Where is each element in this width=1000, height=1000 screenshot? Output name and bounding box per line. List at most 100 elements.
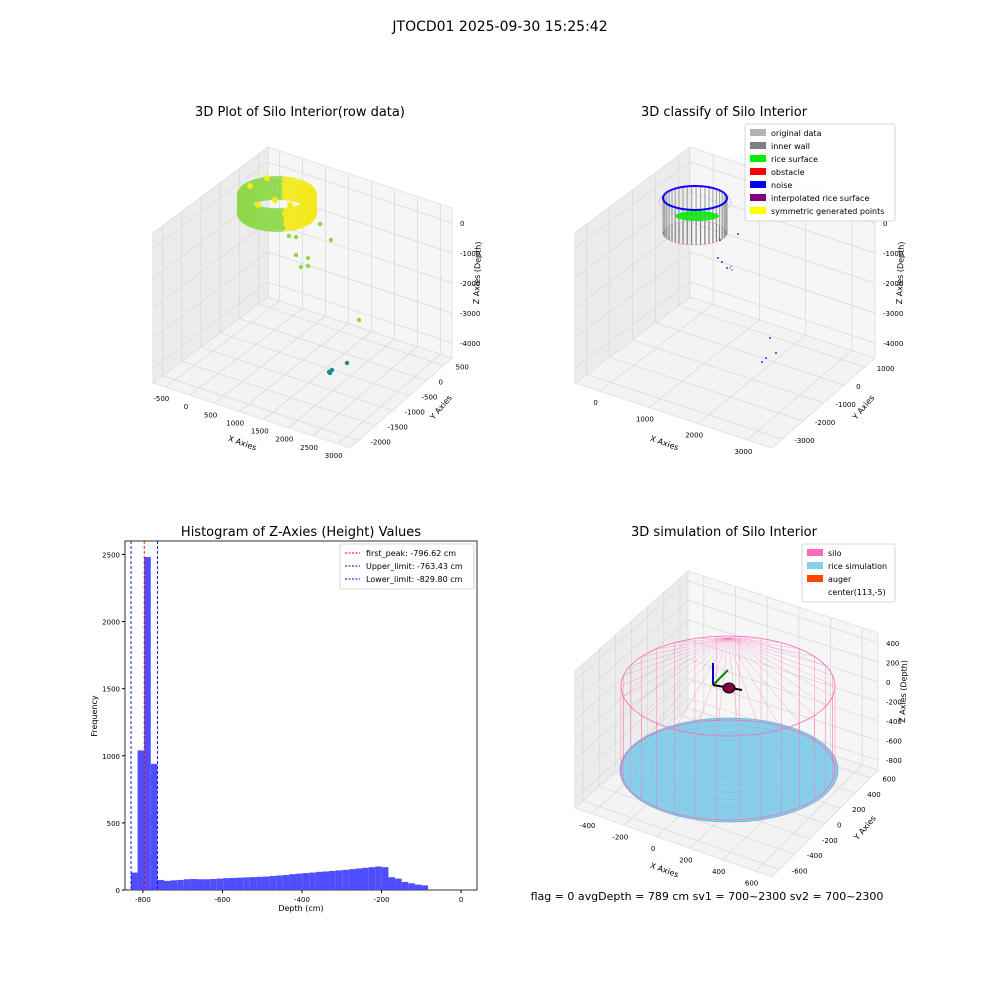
x-tick-label: 0 xyxy=(459,896,463,904)
legend-swatch xyxy=(807,549,823,556)
z-gridline xyxy=(574,580,879,682)
raw-point xyxy=(293,234,299,240)
raw-point xyxy=(287,202,293,208)
silo-simulation xyxy=(619,635,839,823)
legend-swatch xyxy=(750,168,766,175)
original-data-point xyxy=(729,267,731,269)
z-tick-label: 0 xyxy=(883,220,887,228)
y-tick-label: -2000 xyxy=(371,439,391,447)
histogram-bar xyxy=(368,867,376,890)
z-tick-label: -600 xyxy=(886,738,902,746)
x-tick-label: 400 xyxy=(712,868,725,876)
z-tick-label: 0 xyxy=(460,220,464,228)
x-tick-label: 0 xyxy=(184,403,188,411)
histogram-bar xyxy=(210,878,217,890)
legend-box xyxy=(744,123,896,222)
legend-swatch xyxy=(750,129,766,136)
legend-entry-label: inner wall xyxy=(771,142,810,151)
silo-roof-line xyxy=(727,637,782,730)
raw-point xyxy=(282,211,288,217)
histogram-bar xyxy=(315,871,323,890)
silo-roof-line xyxy=(623,637,729,676)
y-gridline xyxy=(632,339,824,404)
y-tick-label: -3000 xyxy=(794,437,814,445)
silo-roof-line xyxy=(694,637,729,734)
silo-top-ring xyxy=(620,635,836,737)
silo-bottom-ring xyxy=(620,719,836,821)
x-tick-label: 3000 xyxy=(325,452,343,460)
histogram-bar xyxy=(243,877,250,890)
x-tick-label: 600 xyxy=(745,879,758,887)
z-tick-label: -200 xyxy=(886,699,902,707)
raw-point xyxy=(328,237,334,243)
silo-roof-line xyxy=(623,637,729,697)
noise-point xyxy=(765,357,767,359)
raw-point xyxy=(298,264,304,270)
legend-swatch xyxy=(750,142,766,149)
silo-roof-line xyxy=(727,637,815,657)
histogram-bar xyxy=(381,867,389,890)
legend-entry-label: auger xyxy=(828,575,852,584)
histogram-bar xyxy=(263,876,270,890)
x-tick-label: -600 xyxy=(215,896,231,904)
classified-cylinder xyxy=(658,185,777,363)
x-tick-label: 200 xyxy=(679,856,692,864)
z-axis-label: Z Axies (Depth) xyxy=(898,660,909,723)
x-tick-label: 500 xyxy=(204,411,217,419)
histogram-bar xyxy=(329,870,336,890)
y-tick-label: 500 xyxy=(456,364,469,372)
histogram-bar xyxy=(276,875,283,890)
z-tick-label: -800 xyxy=(886,757,902,765)
x-tick-label: -200 xyxy=(612,833,628,841)
x-gridline xyxy=(189,308,303,396)
y-tick-label: 0 xyxy=(116,887,120,895)
z-tick-label: -1000 xyxy=(883,250,903,258)
panel-1-3d-raw-plot: -5000500100015002000250030005000-500-100… xyxy=(152,146,483,460)
y-gridline xyxy=(678,305,865,368)
noise-point xyxy=(717,257,719,259)
z-tick-label: -2000 xyxy=(883,280,903,288)
x-gridline xyxy=(165,300,280,388)
noise-ring xyxy=(662,185,728,211)
z-tick-label: 400 xyxy=(886,640,899,648)
raw-point xyxy=(356,317,362,323)
y-tick-label: 1000 xyxy=(877,365,895,373)
histogram-bar xyxy=(296,873,303,890)
noise-point xyxy=(761,361,763,363)
histogram-bar xyxy=(196,879,204,890)
raw-point xyxy=(247,183,253,189)
rice-mesh-ring xyxy=(666,740,792,800)
panel-3-title: Histogram of Z-Axies (Height) Values xyxy=(181,525,421,540)
y-tick-label: 200 xyxy=(852,806,865,814)
panel-1-title: 3D Plot of Silo Interior(row data) xyxy=(195,105,405,120)
original-data-point xyxy=(731,269,733,271)
histogram-bar xyxy=(203,879,211,890)
x-tick-label: 2000 xyxy=(276,436,294,444)
noise-point xyxy=(726,267,728,269)
x-axis-label: Depth (cm) xyxy=(278,904,323,913)
noise-point xyxy=(775,352,777,354)
silo-roof-line xyxy=(727,637,815,716)
raw-point xyxy=(297,183,303,189)
y-tick-label: 0 xyxy=(837,822,841,830)
silo-roof-line xyxy=(630,637,729,707)
y-tick-label: -500 xyxy=(422,394,438,402)
rice-mesh-ring xyxy=(635,725,823,815)
histogram-bar xyxy=(322,871,330,890)
raw-point xyxy=(264,175,270,181)
silo-roof-line xyxy=(727,637,800,724)
legend-swatch xyxy=(807,588,823,595)
histogram-bar xyxy=(183,879,191,890)
raw-point-cloud xyxy=(236,175,362,376)
histogram-bar xyxy=(362,867,369,890)
silo-roof-line xyxy=(674,637,729,730)
histogram-bar xyxy=(309,872,316,890)
legend-entry-label: rice surface xyxy=(771,155,818,164)
figure-suptitle: JTOCD01 2025-09-30 15:25:42 xyxy=(391,19,607,35)
legend-entry-label: first_peak: -796.62 cm xyxy=(366,549,456,558)
x-tick-label: -800 xyxy=(135,896,151,904)
z-tick-label: -400 xyxy=(886,718,902,726)
z-gridline xyxy=(574,599,879,701)
histogram-bar xyxy=(170,880,178,890)
legend-entry-label: silo xyxy=(828,549,842,558)
